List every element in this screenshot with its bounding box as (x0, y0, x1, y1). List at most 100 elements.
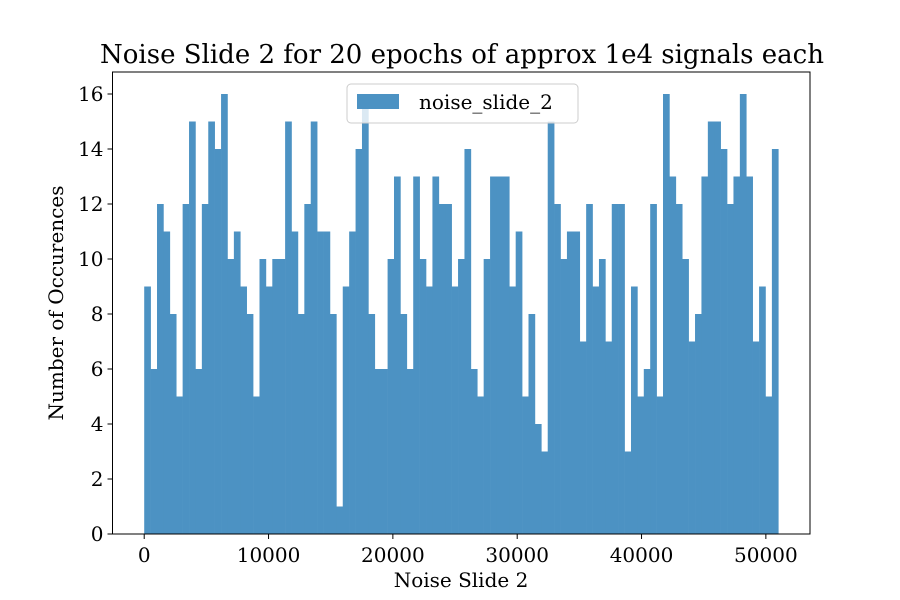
histogram-bar (246, 314, 254, 534)
histogram-bar (560, 259, 568, 534)
histogram-bar (323, 231, 331, 534)
histogram-bar (310, 121, 318, 534)
histogram-bar (419, 259, 427, 534)
histogram-bar (765, 396, 773, 534)
x-tick-label: 0 (138, 543, 151, 567)
y-tick-label: 0 (91, 522, 104, 546)
histogram-bar (522, 396, 529, 534)
histogram-bar (528, 314, 536, 534)
histogram-bar (368, 314, 376, 534)
histogram-bar (285, 121, 292, 534)
histogram-bar (208, 121, 215, 534)
histogram-bar (265, 286, 273, 534)
histogram-bar (554, 204, 561, 534)
histogram-bar (733, 176, 741, 534)
histogram-bar (566, 231, 574, 534)
histogram-bar (592, 286, 600, 534)
histogram-bar (470, 369, 478, 534)
histogram-bar (432, 176, 440, 534)
histogram-bar (464, 149, 472, 534)
histogram-bar (707, 121, 715, 534)
legend-swatch (357, 94, 399, 109)
histogram-bar (695, 314, 702, 534)
histogram-bar (656, 396, 664, 534)
y-tick-label: 6 (91, 357, 104, 381)
histogram-bar (541, 451, 549, 534)
histogram-bar (682, 259, 689, 534)
histogram-bar (233, 231, 241, 534)
histogram-bar (201, 204, 209, 534)
x-tick-label: 10000 (237, 543, 301, 567)
y-tick-label: 2 (91, 467, 104, 491)
y-axis-label: Number of Occurences (44, 186, 68, 421)
histogram-bar (195, 369, 203, 534)
histogram-bar (342, 286, 350, 534)
histogram-bar (509, 286, 516, 534)
histogram-bar (438, 204, 446, 534)
histogram-bar (227, 259, 235, 534)
histogram-bar (759, 286, 766, 534)
legend: noise_slide_2 (346, 83, 579, 124)
histogram-bar (688, 341, 696, 534)
histogram-bar (445, 204, 452, 534)
histogram-bar (355, 149, 363, 534)
histogram-bar (150, 369, 158, 534)
legend-box (346, 83, 579, 124)
histogram-bar (329, 314, 337, 534)
histogram-bar (771, 149, 779, 534)
histogram-bar (278, 259, 286, 534)
histogram-bar (253, 396, 260, 534)
histogram-bar (579, 341, 587, 534)
histogram-bars (144, 94, 779, 534)
histogram-bar (406, 369, 414, 534)
histogram-bar (477, 396, 484, 534)
histogram-bar (727, 204, 734, 534)
histogram-bar (598, 259, 606, 534)
histogram-bar (637, 396, 645, 534)
histogram-bar (426, 286, 433, 534)
x-axis-ticks: 0 10000 20000 30000 40000 50000 (138, 534, 798, 567)
legend-label: noise_slide_2 (419, 90, 553, 114)
histogram-bar (720, 149, 728, 534)
histogram-bar (387, 259, 395, 534)
histogram-bar (502, 176, 510, 534)
histogram-bar (157, 204, 164, 534)
histogram-bar (630, 286, 638, 534)
histogram-bar (458, 259, 465, 534)
histogram-bar (189, 121, 196, 534)
histogram-bar (272, 259, 280, 534)
histogram-bar (304, 204, 312, 534)
plot-frame (112, 71, 811, 535)
histogram-bar (169, 314, 177, 534)
y-tick-label: 14 (78, 137, 103, 161)
x-axis-label: Noise Slide 2 (394, 568, 529, 592)
histogram-bar (650, 204, 657, 534)
histogram-bar (413, 176, 420, 534)
histogram-bar (618, 204, 625, 534)
histogram-bar (515, 231, 523, 534)
histogram-bar (663, 94, 670, 534)
histogram-bar (182, 204, 190, 534)
histogram-bar (701, 176, 709, 534)
histogram-bar (611, 204, 619, 534)
histogram-bar (739, 94, 747, 534)
y-tick-label: 4 (91, 412, 104, 436)
histogram-bar (400, 314, 408, 534)
histogram-bar (336, 506, 344, 534)
y-axis-ticks: 0 2 4 6 8 10 12 14 16 (78, 82, 113, 546)
histogram-bar (586, 204, 593, 534)
histogram-bar (144, 286, 151, 534)
histogram-bar (163, 231, 171, 534)
y-tick-label: 8 (91, 302, 104, 326)
histogram-bar (214, 149, 222, 534)
histogram-bar (240, 286, 247, 534)
y-tick-label: 16 (78, 82, 103, 106)
histogram-bar (490, 176, 497, 534)
x-tick-label: 20000 (361, 543, 425, 567)
histogram-bar (381, 369, 388, 534)
histogram-bar (669, 176, 677, 534)
x-tick-label: 50000 (734, 543, 798, 567)
histogram-bar (317, 231, 324, 534)
histogram-bar (393, 176, 401, 534)
